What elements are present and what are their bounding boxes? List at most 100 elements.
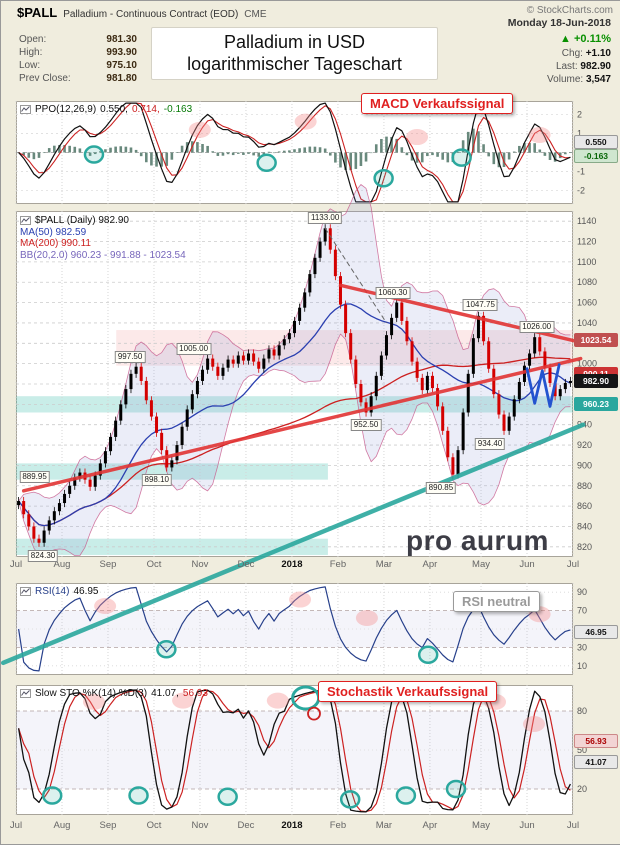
indicator-icon [20, 587, 31, 597]
svg-text:May: May [472, 820, 490, 831]
chart-title: Palladium in USD logarithmischer Tagesch… [151, 27, 438, 80]
price-annotation-1060.30: 1060.30 [375, 286, 411, 299]
stat-last: Last: 982.90 [556, 61, 611, 72]
svg-text:30: 30 [577, 642, 587, 652]
stochastic-indicator-panel [16, 685, 573, 815]
stat-open-label: Open: [19, 34, 47, 45]
axis-badge-56.93: 56.93 [574, 733, 618, 748]
svg-text:20: 20 [577, 784, 587, 794]
chart-title-line2: logarithmischer Tageschart [187, 54, 402, 74]
rsi-legend: RSI(14) 46.95 [20, 586, 98, 598]
svg-text:-2: -2 [577, 186, 585, 196]
svg-text:Jul: Jul [567, 820, 579, 831]
stat-volume: Volume: 3,547 [547, 74, 611, 85]
ppo-signal-value: 0.714, [131, 104, 160, 115]
svg-text:Sep: Sep [100, 820, 117, 831]
stat-open-value: 981.30 [106, 34, 137, 45]
svg-text:Feb: Feb [330, 559, 346, 570]
stat-high-label: High: [19, 47, 43, 58]
svg-text:1120: 1120 [577, 237, 596, 247]
stat-prev-close-value: 981.80 [106, 73, 137, 84]
price-annotation-934.40: 934.40 [474, 437, 506, 450]
svg-text:Jul: Jul [567, 559, 579, 570]
pro-aurum-watermark: pro aurum [406, 525, 549, 556]
svg-text:1100: 1100 [577, 257, 596, 267]
axis-badge-46.95: 46.95 [574, 624, 618, 639]
ticker-symbol: $PALL [17, 5, 58, 20]
svg-text:Nov: Nov [192, 820, 209, 831]
indicator-icon [20, 216, 31, 226]
stochastic-label: Slow STO %K(14) %D(3) [35, 688, 148, 699]
svg-text:Feb: Feb [330, 820, 346, 831]
svg-text:900: 900 [577, 460, 592, 470]
chart-title-line1: Palladium in USD [223, 32, 366, 52]
price-legend: $PALL (Daily) 982.90 MA(50) 982.59 MA(20… [20, 215, 186, 261]
svg-text:Mar: Mar [376, 820, 392, 831]
svg-text:90: 90 [577, 587, 587, 597]
svg-text:Jun: Jun [519, 559, 534, 570]
rsi-neutral-annotation: RSI neutral [453, 591, 540, 612]
price-legend-symbol: $PALL (Daily) 982.90 [35, 215, 129, 226]
bollinger-legend: BB(20,2.0) 960.23 - 991.88 - 1023.54 [20, 249, 186, 261]
ppo-hist-value: -0.163 [163, 104, 193, 115]
price-annotation-890.85: 890.85 [425, 481, 457, 494]
ppo-value: 0.550, [100, 104, 128, 115]
indicator-icon [20, 105, 31, 115]
svg-text:Oct: Oct [147, 559, 162, 570]
stat-volume-value: 3,547 [585, 74, 611, 85]
svg-text:920: 920 [577, 440, 592, 450]
copyright-notice: © StockCharts.com [526, 5, 613, 16]
svg-text:2018: 2018 [281, 559, 302, 570]
svg-text:Apr: Apr [423, 820, 438, 831]
stat-volume-label: Volume: [547, 74, 584, 85]
ppo-indicator-panel [16, 101, 573, 204]
stat-chg-value: +1.10 [585, 48, 611, 59]
indicator-icon [20, 689, 31, 699]
svg-text:1080: 1080 [577, 277, 597, 287]
stochastic-d-value: 56.93 [182, 688, 208, 699]
stat-open: Open: 981.30 [19, 34, 137, 45]
svg-text:1140: 1140 [577, 216, 596, 226]
stat-low-value: 975.10 [106, 60, 137, 71]
price-annotation-1026.00: 1026.00 [519, 321, 555, 334]
stochastic-k-value: 41.07, [151, 688, 179, 699]
svg-text:Aug: Aug [54, 820, 71, 831]
svg-text:Nov: Nov [192, 559, 209, 570]
svg-text:860: 860 [577, 501, 592, 511]
quote-date: Monday 18-Jun-2018 [507, 17, 611, 29]
axis-badge-41.07: 41.07 [574, 754, 618, 769]
svg-text:1040: 1040 [577, 318, 597, 328]
stat-high-value: 993.90 [106, 47, 137, 58]
instrument-name: Palladium - Continuous Contract (EOD) [63, 9, 239, 20]
svg-text:Apr: Apr [423, 559, 438, 570]
exchange-label: CME [244, 9, 267, 20]
svg-text:Dec: Dec [238, 559, 255, 570]
stat-prev-close-label: Prev Close: [19, 73, 71, 84]
stat-high: High: 993.90 [19, 47, 137, 58]
percent-change-value: +0.11% [573, 33, 611, 45]
svg-text:Dec: Dec [238, 820, 255, 831]
ma200-legend: MA(200) 990.11 [20, 238, 91, 249]
svg-text:May: May [472, 559, 490, 570]
stat-last-value: 982.90 [580, 61, 611, 72]
stat-chg-label: Chg: [561, 48, 583, 59]
svg-text:Oct: Oct [147, 820, 162, 831]
svg-text:10: 10 [577, 661, 587, 671]
axis-badge-960.23: 960.23 [574, 397, 618, 412]
header: $PALL Palladium - Continuous Contract (E… [17, 5, 267, 20]
svg-text:2: 2 [577, 109, 582, 119]
svg-text:820: 820 [577, 542, 592, 552]
svg-text:Jul: Jul [10, 559, 22, 570]
svg-text:-1: -1 [577, 167, 585, 177]
ma50-legend: MA(50) 982.59 [20, 226, 87, 238]
up-arrow-icon: ▲ [560, 33, 571, 45]
svg-text:80: 80 [577, 706, 587, 716]
axis-badge-982.90: 982.90 [574, 374, 618, 389]
price-annotation-898.10: 898.10 [141, 474, 172, 487]
price-annotation-889.95: 889.95 [19, 470, 50, 483]
stochastic-legend: Slow STO %K(14) %D(3) 41.07, 56.93 [20, 688, 208, 700]
axis-badge--0.163: -0.163 [574, 148, 618, 163]
price-annotation-997.50: 997.50 [114, 350, 146, 363]
svg-text:Jul: Jul [10, 820, 22, 831]
